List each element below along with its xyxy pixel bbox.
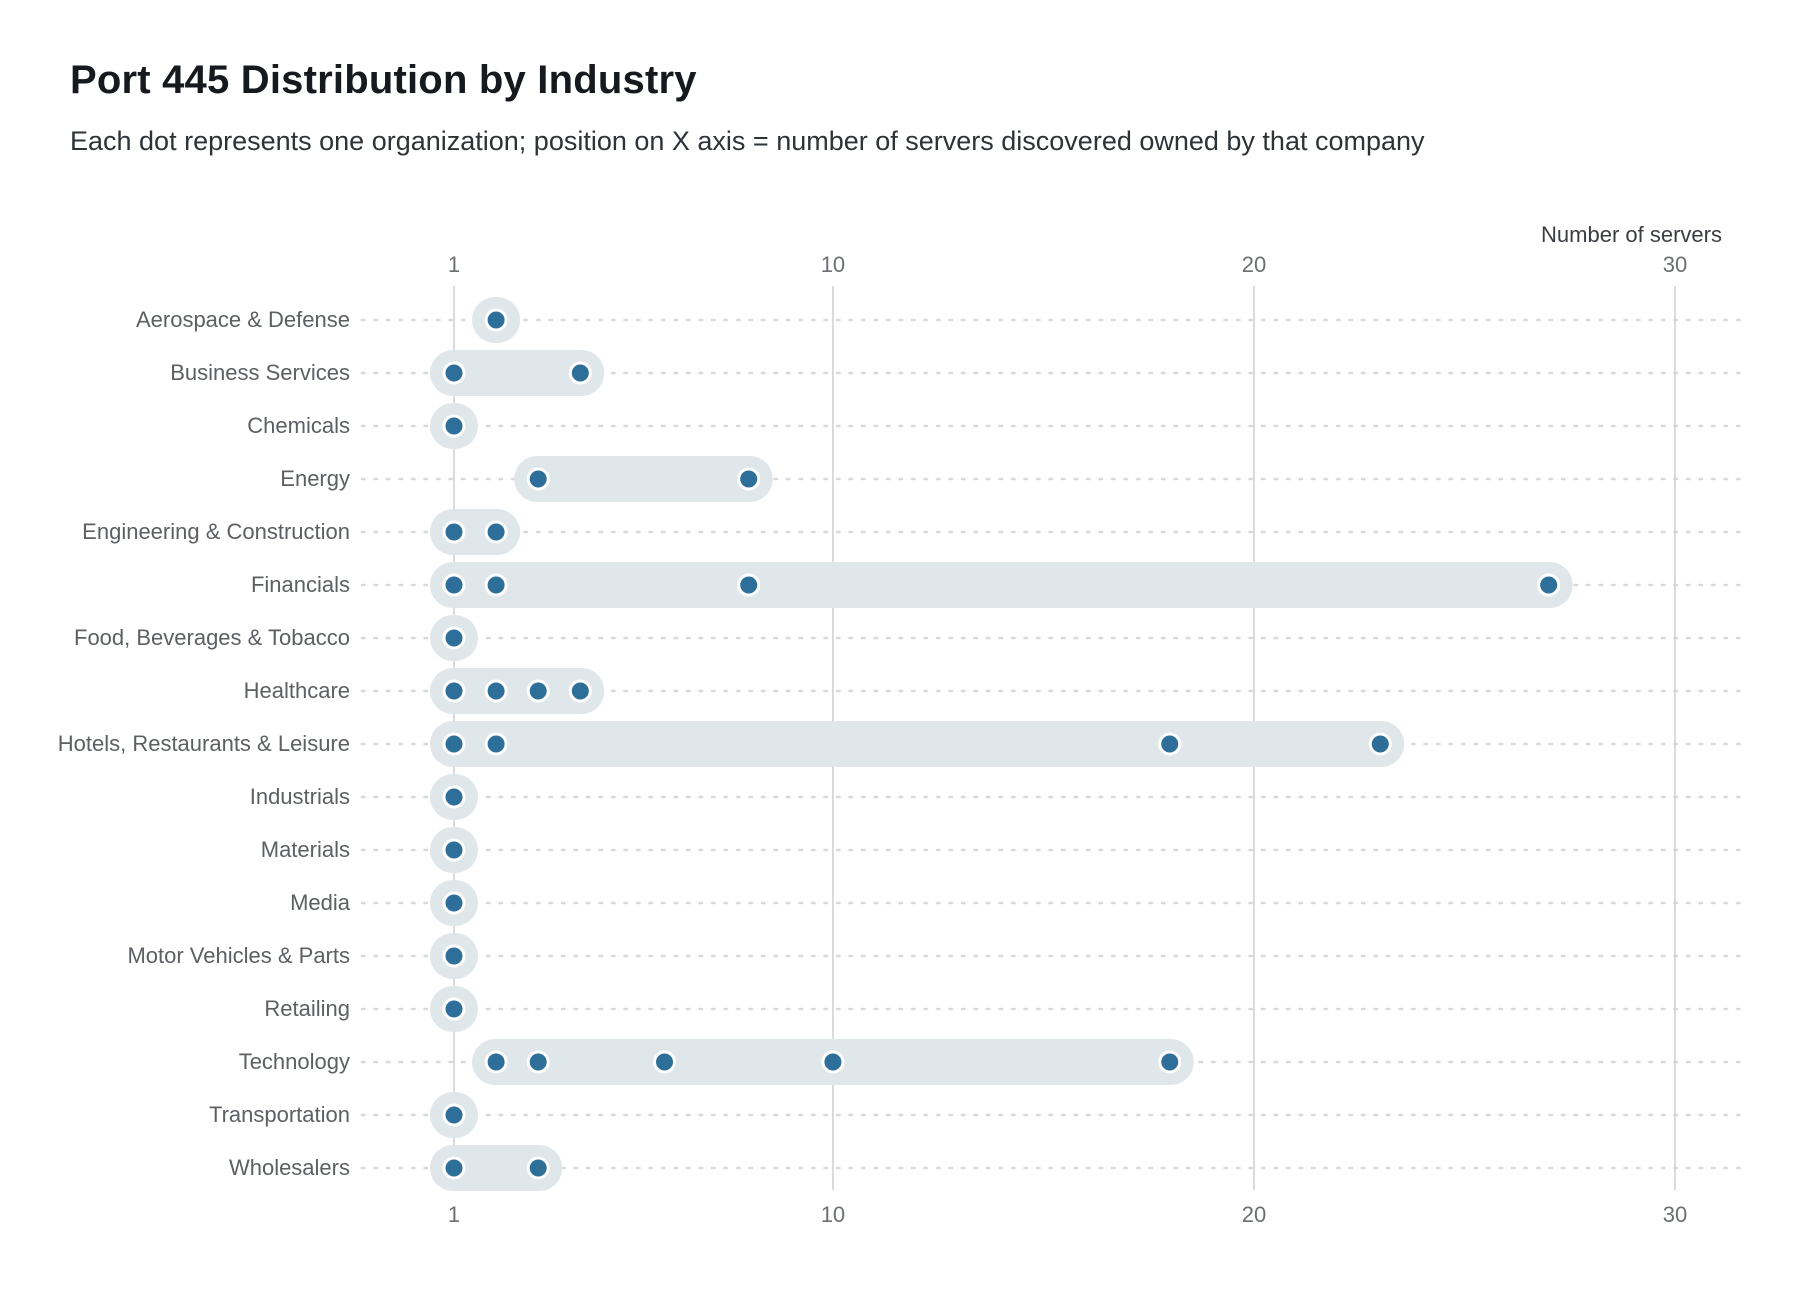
org-dot [526, 1156, 550, 1180]
row-label: Technology [239, 1049, 350, 1074]
org-dot [484, 679, 508, 703]
org-dot [653, 1050, 677, 1074]
org-dot [821, 1050, 845, 1074]
row-label: Chemicals [247, 413, 350, 438]
org-dot [442, 520, 466, 544]
x-tick-top-10: 10 [821, 252, 845, 277]
org-dot [442, 1156, 466, 1180]
row-label: Materials [261, 837, 350, 862]
org-dot [442, 361, 466, 385]
org-dot [484, 573, 508, 597]
org-dot [442, 838, 466, 862]
row-label: Hotels, Restaurants & Leisure [58, 731, 350, 756]
x-tick-bottom-10: 10 [821, 1202, 845, 1227]
row-label: Healthcare [244, 678, 350, 703]
range-pill [430, 562, 1573, 608]
org-dot [484, 308, 508, 332]
org-dot [1158, 1050, 1182, 1074]
x-tick-top-1: 1 [448, 252, 460, 277]
range-pill [430, 668, 605, 714]
row-label: Financials [251, 572, 350, 597]
row-label: Retailing [264, 996, 350, 1021]
org-dot [737, 573, 761, 597]
range-pill [430, 1145, 563, 1191]
row-label: Aerospace & Defense [136, 307, 350, 332]
org-dot [1537, 573, 1561, 597]
row-label: Media [290, 890, 351, 915]
x-axis-title: Number of servers [1541, 222, 1722, 247]
org-dot [1368, 732, 1392, 756]
org-dot [442, 785, 466, 809]
range-pill [430, 721, 1405, 767]
row-label: Engineering & Construction [82, 519, 350, 544]
org-dot [484, 520, 508, 544]
row-label: Motor Vehicles & Parts [127, 943, 350, 968]
org-dot [526, 679, 550, 703]
row-label: Transportation [209, 1102, 350, 1127]
x-tick-bottom-1: 1 [448, 1202, 460, 1227]
x-tick-top-20: 20 [1242, 252, 1266, 277]
org-dot [442, 679, 466, 703]
row-label: Energy [280, 466, 350, 491]
org-dot [442, 573, 466, 597]
range-pill [430, 509, 521, 555]
row-label: Food, Beverages & Tobacco [74, 625, 350, 650]
org-dot [484, 1050, 508, 1074]
org-dot [442, 891, 466, 915]
page-title: Port 445 Distribution by Industry [70, 58, 697, 102]
org-dot [737, 467, 761, 491]
org-dot [526, 467, 550, 491]
row-label: Wholesalers [229, 1155, 350, 1180]
row-label: Business Services [170, 360, 350, 385]
org-dot [484, 732, 508, 756]
x-tick-bottom-20: 20 [1242, 1202, 1266, 1227]
org-dot [442, 414, 466, 438]
x-tick-top-30: 30 [1663, 252, 1687, 277]
org-dot [568, 361, 592, 385]
org-dot [568, 679, 592, 703]
org-dot [442, 732, 466, 756]
org-dot [1158, 732, 1182, 756]
org-dot [442, 944, 466, 968]
range-pill [430, 350, 605, 396]
org-dot [442, 626, 466, 650]
range-pill [514, 456, 773, 502]
x-tick-bottom-30: 30 [1663, 1202, 1687, 1227]
chart-subtitle: Each dot represents one organization; po… [70, 126, 1425, 156]
org-dot [526, 1050, 550, 1074]
org-dot [442, 997, 466, 1021]
row-label: Industrials [250, 784, 350, 809]
org-dot [442, 1103, 466, 1127]
